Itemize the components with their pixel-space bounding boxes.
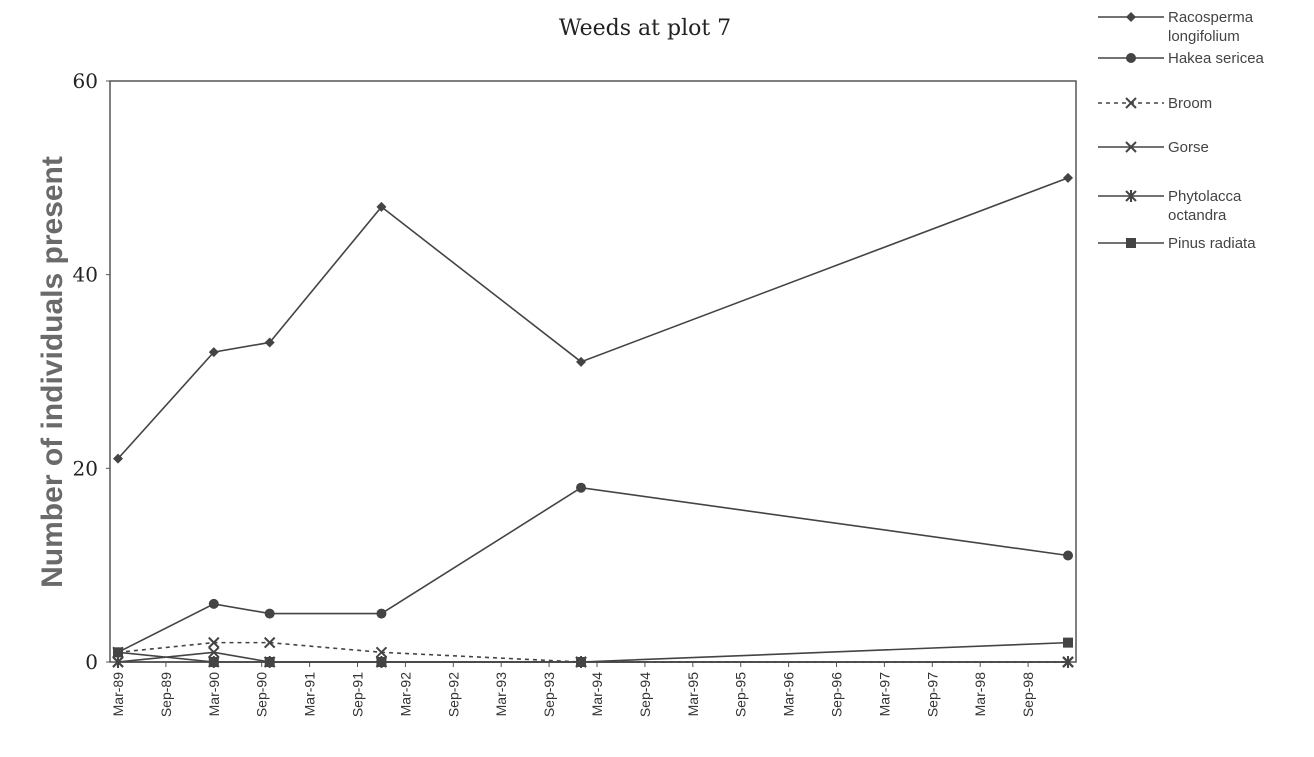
legend-label: Hakea sericea xyxy=(1168,50,1265,67)
x-tick-label: Sep-97 xyxy=(924,672,940,717)
plot-area-frame xyxy=(109,80,1077,663)
legend-item: Pinus radiata xyxy=(1098,235,1256,252)
data-point xyxy=(113,453,123,464)
legend-label: Gorse xyxy=(1168,139,1209,156)
data-point xyxy=(376,201,387,212)
x-tick-label: Sep-90 xyxy=(254,672,270,717)
legend-label: Pinus radiata xyxy=(1168,235,1256,252)
legend-marker xyxy=(1126,53,1136,63)
legend-marker xyxy=(1126,238,1136,248)
data-point xyxy=(1063,637,1074,648)
legend-label: Phytolacca xyxy=(1168,188,1242,205)
x-tick-label: Sep-92 xyxy=(445,672,461,717)
x-tick-label: Sep-98 xyxy=(1020,672,1036,717)
y-axis-label: Number of individuals present xyxy=(36,156,69,588)
data-point xyxy=(1063,172,1074,183)
y-tick-label: 20 xyxy=(73,456,98,480)
legend-label: octandra xyxy=(1168,207,1227,224)
series-group xyxy=(112,172,1074,668)
x-tick-label: Sep-93 xyxy=(541,672,557,717)
data-point xyxy=(112,656,124,668)
x-axis: Mar-89 Sep-89 Mar-90 Sep-90 Mar-91 Sep-91 Mar-… xyxy=(110,662,1036,717)
data-point xyxy=(113,647,123,658)
x-tick-label: Mar-90 xyxy=(206,672,222,717)
data-point xyxy=(208,646,220,659)
legend-label: longifolium xyxy=(1168,28,1240,45)
legend-item: Racosperma longifolium xyxy=(1098,9,1254,45)
data-point xyxy=(1063,550,1074,561)
legend-marker xyxy=(1125,141,1137,153)
x-tick-label: Sep-89 xyxy=(158,672,174,717)
series-0 xyxy=(113,172,1074,464)
x-tick-label: Sep-91 xyxy=(350,672,366,717)
data-point xyxy=(264,657,275,667)
legend-label: Racosperma xyxy=(1168,9,1254,26)
series-line xyxy=(117,177,1069,460)
x-tick-label: Sep-95 xyxy=(733,672,749,717)
x-tick-label: Mar-97 xyxy=(876,672,892,717)
series-line xyxy=(117,651,1069,663)
y-tick-label: 40 xyxy=(73,263,98,287)
x-tick-label: Mar-98 xyxy=(972,672,988,717)
legend-item: Gorse xyxy=(1098,139,1209,156)
x-tick-label: Mar-89 xyxy=(110,672,126,717)
data-point xyxy=(576,356,587,367)
legend-label: Broom xyxy=(1168,95,1212,112)
chart-title: Weeds at plot 7 xyxy=(559,16,731,41)
data-point xyxy=(576,482,587,493)
legend: Racosperma longifolium Hakea sericea Broom G… xyxy=(1098,9,1265,252)
series-line xyxy=(117,641,1069,663)
series-line xyxy=(117,641,1069,663)
data-point xyxy=(376,608,387,619)
series-1 xyxy=(113,482,1074,658)
data-point xyxy=(376,657,387,667)
x-tick-label: Mar-94 xyxy=(589,672,605,717)
data-point xyxy=(208,636,220,649)
series-3 xyxy=(112,646,1074,668)
series-5 xyxy=(113,637,1074,667)
data-point xyxy=(576,657,587,667)
legend-item: Broom xyxy=(1098,95,1212,112)
x-tick-label: Mar-93 xyxy=(493,672,509,717)
x-tick-label: Mar-92 xyxy=(397,672,413,717)
data-point xyxy=(1062,656,1074,668)
data-point xyxy=(208,657,219,667)
data-point xyxy=(263,636,276,649)
x-tick-label: Mar-91 xyxy=(302,672,318,717)
legend-item: Hakea sericea xyxy=(1098,50,1265,67)
legend-marker xyxy=(1125,190,1137,202)
data-point xyxy=(264,337,275,348)
data-point xyxy=(264,608,275,619)
x-tick-label: Sep-94 xyxy=(637,672,653,717)
y-axis: 0 20 40 60 xyxy=(73,69,110,674)
legend-marker xyxy=(1125,97,1137,109)
y-tick-label: 60 xyxy=(73,69,98,93)
x-tick-label: Mar-95 xyxy=(685,672,701,717)
x-tick-label: Sep-96 xyxy=(829,672,845,717)
x-tick-label: Mar-96 xyxy=(781,672,797,717)
legend-marker xyxy=(1126,12,1136,22)
y-tick-label: 0 xyxy=(85,650,98,674)
data-point xyxy=(208,347,219,358)
data-point xyxy=(208,598,219,609)
legend-item: Phytolacca octandra xyxy=(1098,188,1242,224)
series-line xyxy=(117,486,1069,654)
data-point xyxy=(375,646,388,659)
